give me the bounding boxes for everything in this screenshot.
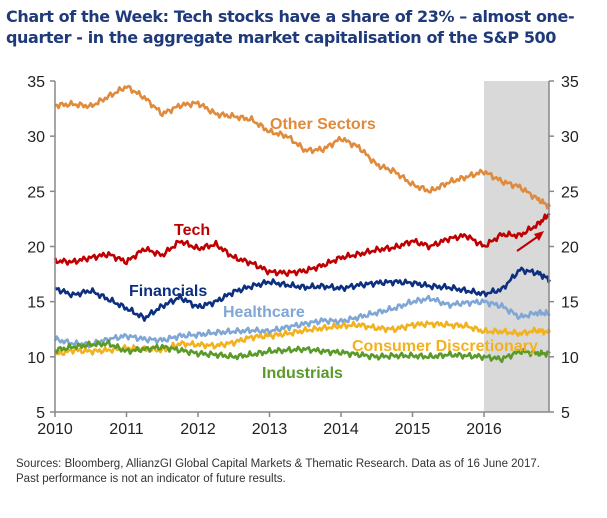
series-line-other-sectors <box>54 84 551 210</box>
label-other-sectors: Other Sectors <box>270 116 376 133</box>
trend-arrow <box>516 231 544 252</box>
series-line-industrials <box>53 339 551 364</box>
y-tick-label-right: 25 <box>561 184 579 201</box>
y-tick-label-right: 10 <box>561 350 579 367</box>
source-note: Sources: Bloomberg, AllianzGI Global Cap… <box>16 457 606 487</box>
y-tick-label-left: 15 <box>27 295 45 312</box>
y-tick-label-left: 25 <box>27 184 45 201</box>
x-tick-label: 2012 <box>180 421 216 438</box>
source-line-2: Past performance is not an indicator of … <box>16 473 286 485</box>
x-tick-label: 2016 <box>466 421 502 438</box>
series-line-healthcare <box>53 294 551 349</box>
y-tick-label-right: 20 <box>561 240 579 257</box>
y-tick-label-left: 5 <box>36 405 45 422</box>
y-tick-label-left: 20 <box>27 240 45 257</box>
series-line-financials <box>54 266 551 322</box>
series-line-tech <box>53 212 551 278</box>
y-tick-label-left: 35 <box>27 74 45 91</box>
chart: 5 5 10 10 15 15 20 20 25 25 30 30 35 35 2010 2011 2012 20… <box>27 74 579 438</box>
y-tick-label-left: 10 <box>27 350 45 367</box>
y-tick-label-right: 35 <box>561 74 579 91</box>
label-industrials: Industrials <box>262 365 343 382</box>
x-tick-label: 2014 <box>323 421 359 438</box>
label-tech: Tech <box>174 222 210 239</box>
y-tick-label-left: 30 <box>27 129 45 146</box>
source-line-1: Sources: Bloomberg, AllianzGI Global Cap… <box>16 458 540 470</box>
y-tick-label-right: 30 <box>561 129 579 146</box>
x-tick-label: 2013 <box>252 421 288 438</box>
shaded-region <box>484 81 549 412</box>
label-healthcare: Healthcare <box>223 304 305 321</box>
x-tick-label: 2010 <box>37 421 73 438</box>
chart-title: Chart of the Week: Tech stocks have a sh… <box>6 7 575 47</box>
x-tick-label: 2011 <box>109 421 144 438</box>
y-tick-label-right: 5 <box>561 405 570 422</box>
label-consumer-discretionary: Consumer Discretionary <box>352 338 538 355</box>
x-tick-label: 2015 <box>395 421 431 438</box>
y-tick-label-right: 15 <box>561 295 579 312</box>
label-financials: Financials <box>129 283 207 300</box>
